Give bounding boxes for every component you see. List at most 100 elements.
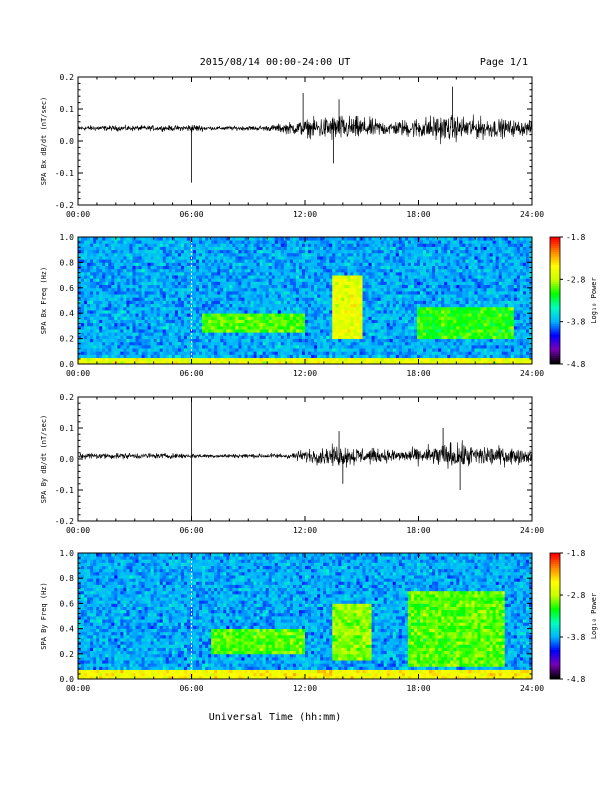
heatmap-cell (165, 237, 170, 241)
heatmap-cell (214, 319, 218, 324)
heatmap-cell (214, 275, 218, 279)
heatmap-cell (295, 271, 300, 276)
heatmap-cell (147, 341, 152, 346)
heatmap-cell (377, 243, 382, 247)
heatmap-cell (280, 325, 285, 330)
heatmap-cell (308, 237, 312, 241)
heatmap-cell (368, 313, 372, 317)
heatmap-cell (413, 332, 418, 336)
heatmap-cell (78, 297, 82, 301)
heatmap-cell (377, 240, 382, 244)
heatmap-cell (423, 313, 427, 317)
heatmap-cell (356, 256, 360, 260)
heatmap-cell (159, 278, 164, 282)
heatmap-cell (286, 262, 291, 266)
heatmap-cell (386, 354, 391, 359)
heatmap-cell (326, 278, 330, 282)
heatmap-cell (168, 287, 173, 292)
heatmap-cell (165, 338, 170, 343)
heatmap-cell (84, 351, 88, 355)
heatmap-cell (407, 294, 412, 298)
heatmap-cell (262, 300, 267, 305)
heatmap-cell (177, 335, 182, 339)
heatmap-cell (117, 348, 121, 352)
heatmap-cell (120, 281, 124, 286)
heatmap-cell (389, 259, 394, 263)
heatmap-cell (374, 360, 379, 365)
heatmap-cell (392, 338, 397, 343)
heatmap-cell (199, 360, 203, 365)
heatmap-cell (383, 348, 388, 352)
panel-frame (77, 76, 533, 206)
heatmap-cell (129, 275, 133, 279)
heatmap-cell (208, 310, 212, 314)
heatmap-cell (217, 357, 221, 362)
heatmap-cell (84, 344, 88, 349)
heatmap-cell (123, 256, 127, 260)
heatmap-cell (141, 300, 145, 305)
heatmap-cell (159, 341, 164, 346)
heatmap-cell (244, 322, 248, 327)
heatmap-cell (380, 237, 385, 241)
heatmap-cell (265, 294, 270, 298)
heatmap-cell (429, 249, 433, 254)
heatmap-cell (392, 313, 397, 317)
heatmap-cell (168, 332, 173, 336)
heatmap-cell (226, 348, 230, 352)
heatmap-cell (162, 262, 167, 266)
heatmap-cell (168, 322, 173, 327)
heatmap-cell (114, 246, 118, 251)
heatmap-cell (359, 278, 363, 282)
heatmap-cell (196, 357, 200, 362)
heatmap-cell (147, 268, 152, 273)
heatmap-cell (87, 357, 91, 362)
heatmap-cell (81, 243, 85, 247)
heatmap-cell (441, 354, 445, 359)
heatmap-cell (132, 284, 136, 289)
heatmap-cell (353, 268, 357, 273)
heatmap-cell (114, 303, 118, 308)
heatmap-cell (156, 240, 161, 244)
heatmap-cell (111, 240, 115, 244)
heatmap-cell (241, 259, 245, 263)
heatmap-cell (141, 271, 145, 276)
heatmap-cell (268, 325, 273, 330)
heatmap-cell (413, 246, 418, 251)
heatmap-cell (383, 290, 388, 295)
heatmap-cell (295, 275, 300, 279)
heatmap-cell (311, 310, 315, 314)
heatmap-cell (314, 332, 318, 336)
heatmap-cell (438, 290, 442, 295)
heatmap-cell (344, 341, 348, 346)
heatmap-cell (193, 351, 197, 355)
heatmap-cell (344, 338, 348, 343)
heatmap-cell (226, 341, 230, 346)
heatmap-cell (308, 329, 312, 333)
heatmap-cell (168, 344, 173, 349)
heatmap-cell (199, 284, 203, 289)
heatmap-cell (413, 303, 418, 308)
heatmap-cell (314, 329, 318, 333)
heatmap-cell (356, 297, 360, 301)
heatmap-cell (232, 252, 236, 257)
heatmap-cell (102, 287, 106, 292)
heatmap-cell (432, 294, 436, 298)
heatmap-cell (84, 300, 88, 305)
heatmap-cell (410, 325, 415, 330)
heatmap-cell (202, 322, 206, 327)
heatmap-cell (392, 357, 397, 362)
heatmap-cell (423, 344, 427, 349)
heatmap-cell (129, 278, 133, 282)
heatmap-cell (308, 243, 312, 247)
heatmap-cell (429, 240, 433, 244)
heatmap-cell (365, 249, 369, 254)
heatmap-cell (193, 297, 197, 301)
heatmap-cell (84, 287, 88, 292)
heatmap-cell (271, 306, 276, 311)
heatmap-cell (102, 262, 106, 266)
heatmap-cell (441, 284, 445, 289)
heatmap-cell (320, 237, 324, 241)
heatmap-cell (220, 319, 224, 324)
heatmap-cell (365, 259, 369, 263)
heatmap-cell (344, 300, 348, 305)
